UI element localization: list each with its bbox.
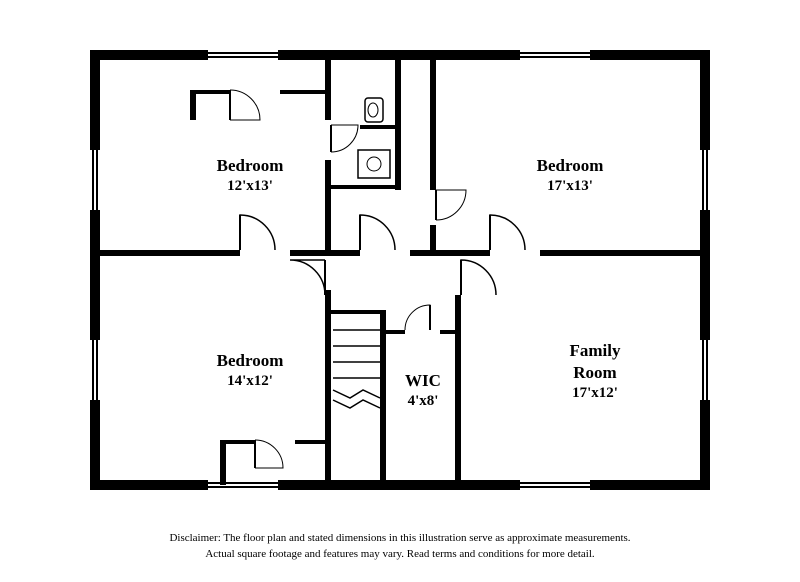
label-wic: WIC 4'x8': [393, 370, 453, 412]
disclaimer-line1: Disclaimer: The floor plan and stated di…: [169, 532, 630, 544]
room-dim: 14'x12': [190, 372, 310, 392]
label-bedroom-bl: Bedroom 14'x12': [190, 350, 310, 392]
room-name: Bedroom: [190, 350, 310, 372]
room-dim: 4'x8': [393, 392, 453, 412]
wall-right: [700, 50, 710, 490]
room-dim: 12'x13': [190, 177, 310, 197]
room-name: WIC: [393, 370, 453, 392]
label-family: FamilyRoom 17'x12': [530, 340, 660, 404]
room-name: Bedroom: [190, 155, 310, 177]
room-dim: 17'x13': [500, 177, 640, 197]
wall-bottom: [90, 480, 710, 490]
label-bedroom-tl: Bedroom 12'x13': [190, 155, 310, 197]
label-bedroom-tr: Bedroom 17'x13': [500, 155, 640, 197]
floorplan: Bedroom 12'x13' Bedroom 17'x13' Bedroom …: [90, 50, 710, 490]
room-name: FamilyRoom: [530, 340, 660, 384]
disclaimer: Disclaimer: The floor plan and stated di…: [0, 531, 800, 562]
room-dim: 17'x12': [530, 384, 660, 404]
floorplan-svg: [90, 50, 710, 490]
wall-top: [90, 50, 710, 60]
wall-left: [90, 50, 100, 490]
room-name: Bedroom: [500, 155, 640, 177]
disclaimer-line2: Actual square footage and features may v…: [205, 548, 594, 560]
